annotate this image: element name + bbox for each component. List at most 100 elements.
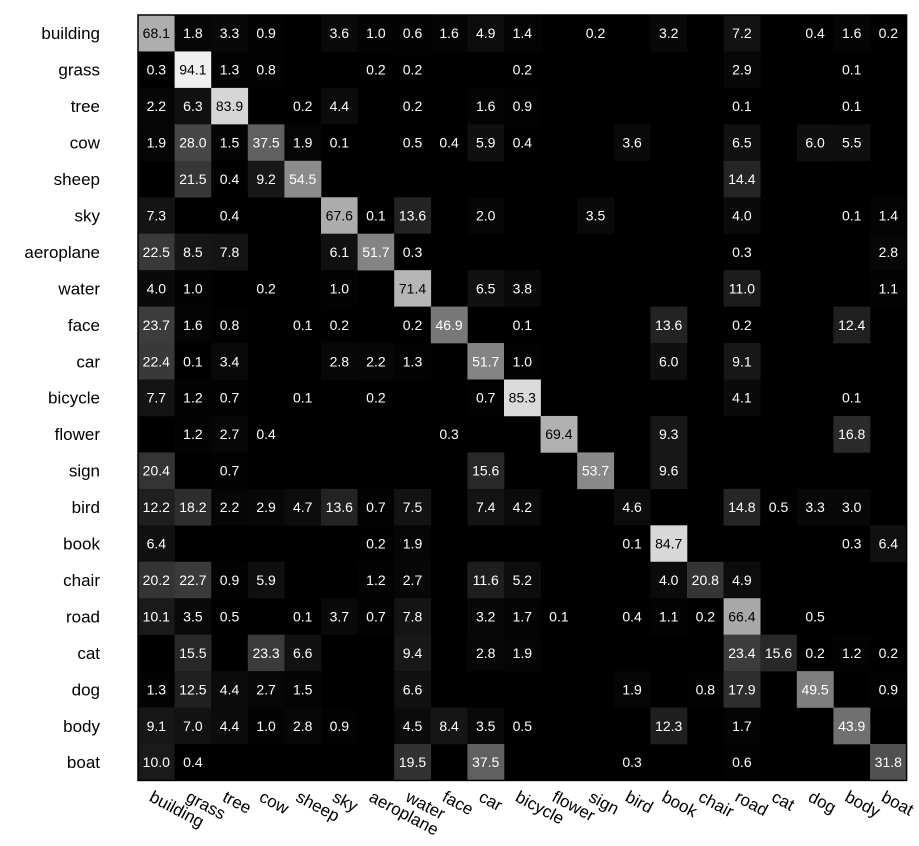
heatmap-cell (467, 744, 505, 781)
heatmap-cell (138, 561, 175, 599)
heatmap-cell (650, 525, 688, 563)
heatmap-cell (796, 124, 834, 162)
heatmap-cells: 68.1 1.8 3.3 0.9 3.6 1.0 0.6 1.6 4.9 1.4 0.2 3.2 7.2… (138, 15, 907, 781)
row-tick-label: aeroplane (24, 243, 100, 262)
heatmap-cell (174, 306, 212, 344)
cell-value-label: 1.1 (659, 608, 679, 624)
cell-value-label: 19.5 (399, 754, 426, 770)
cell-value-label: 9.6 (659, 463, 679, 479)
heatmap-cell (321, 343, 358, 380)
heatmap-cell (394, 270, 432, 307)
heatmap-cell (174, 598, 212, 635)
cell-value-label: 15.6 (472, 463, 499, 479)
heatmap-cell (870, 744, 907, 781)
heatmap-cell (723, 707, 761, 745)
cell-value-label: 10.0 (143, 754, 170, 770)
heatmap-cell (138, 379, 175, 417)
heatmap-cell (284, 707, 322, 745)
cell-value-label: 1.0 (366, 25, 386, 41)
cell-value-label: 0.2 (879, 645, 899, 661)
heatmap-cell (613, 671, 651, 708)
heatmap-cell (284, 87, 322, 125)
cell-value-label: 4.7 (293, 499, 313, 515)
heatmap-cell (211, 343, 249, 380)
cell-value-label: 1.9 (403, 536, 423, 552)
heatmap-cell (321, 233, 358, 271)
cell-value-label: 23.7 (143, 317, 170, 333)
cell-value-label: 2.2 (366, 353, 386, 369)
cell-value-label: 0.2 (366, 536, 386, 552)
heatmap-cell (138, 270, 175, 307)
heatmap-cell (284, 379, 322, 417)
heatmap-cell (284, 634, 322, 672)
heatmap-cell (540, 415, 578, 453)
cell-value-label: 1.4 (513, 25, 533, 41)
cell-value-label: 7.8 (220, 244, 240, 260)
heatmap-cell (357, 525, 395, 563)
heatmap-cell (833, 124, 871, 162)
cell-value-label: 67.6 (326, 207, 353, 223)
row-tick-label: cow (70, 134, 101, 153)
cell-value-label: 1.4 (879, 207, 899, 223)
heatmap-cell (174, 671, 212, 708)
cell-value-label: 11.0 (729, 280, 755, 296)
heatmap-cell (247, 160, 285, 198)
column-tick-label: body (842, 787, 884, 821)
heatmap-cell (284, 306, 322, 344)
cell-value-label: 1.0 (256, 718, 276, 734)
cell-value-label: 0.8 (256, 62, 276, 78)
cell-value-label: 14.4 (728, 171, 755, 187)
heatmap-cell (394, 598, 432, 635)
row-tick-label: building (41, 24, 100, 43)
cell-value-label: 37.5 (472, 754, 499, 770)
column-tick-label: car (476, 787, 506, 815)
heatmap-cell (467, 270, 505, 307)
cell-value-label: 2.2 (220, 499, 240, 515)
cell-value-label: 15.6 (765, 645, 792, 661)
column-tick-label: boat (878, 787, 916, 819)
cell-value-label: 0.1 (293, 390, 313, 406)
cell-value-label: 53.7 (582, 463, 609, 479)
heatmap-cell (357, 598, 395, 635)
heatmap-cell (174, 270, 212, 307)
heatmap-cell (394, 233, 432, 271)
heatmap-cell (174, 561, 212, 599)
cell-value-label: 0.7 (366, 608, 386, 624)
row-tick-label: flower (55, 425, 101, 444)
row-tick-label: road (66, 607, 100, 626)
cell-value-label: 68.1 (143, 25, 170, 41)
cell-value-label: 83.9 (216, 98, 243, 114)
heatmap-cell (247, 270, 285, 307)
cell-value-label: 0.2 (879, 25, 899, 41)
heatmap-cell (430, 707, 468, 745)
heatmap-cell (504, 87, 541, 125)
heatmap-cell (504, 561, 541, 599)
cell-value-label: 13.6 (655, 317, 682, 333)
heatmap-cell (394, 525, 432, 563)
heatmap-cell (833, 488, 871, 526)
cell-value-label: 7.0 (183, 718, 203, 734)
cell-value-label: 0.1 (842, 62, 862, 78)
cell-value-label: 9.1 (732, 353, 752, 369)
row-tick-label: sky (75, 206, 101, 225)
cell-value-label: 0.1 (732, 98, 752, 114)
heatmap-cell (174, 488, 212, 526)
cell-value-label: 0.4 (220, 171, 240, 187)
cell-value-label: 0.5 (403, 135, 423, 151)
heatmap-cell (833, 15, 871, 52)
heatmap-cell (870, 671, 907, 708)
heatmap-cell (321, 488, 358, 526)
heatmap-cell (467, 379, 505, 417)
cell-value-label: 3.2 (659, 25, 679, 41)
heatmap-cell (357, 343, 395, 380)
cell-value-label: 0.5 (805, 608, 825, 624)
cell-value-label: 3.0 (842, 499, 862, 515)
heatmap-cell (394, 744, 432, 781)
cell-value-label: 0.7 (220, 463, 240, 479)
heatmap-cell (357, 51, 395, 89)
heatmap-cell (174, 233, 212, 271)
row-tick-label: bird (72, 498, 100, 517)
cell-value-label: 4.4 (220, 681, 240, 697)
heatmap-cell (870, 197, 907, 234)
